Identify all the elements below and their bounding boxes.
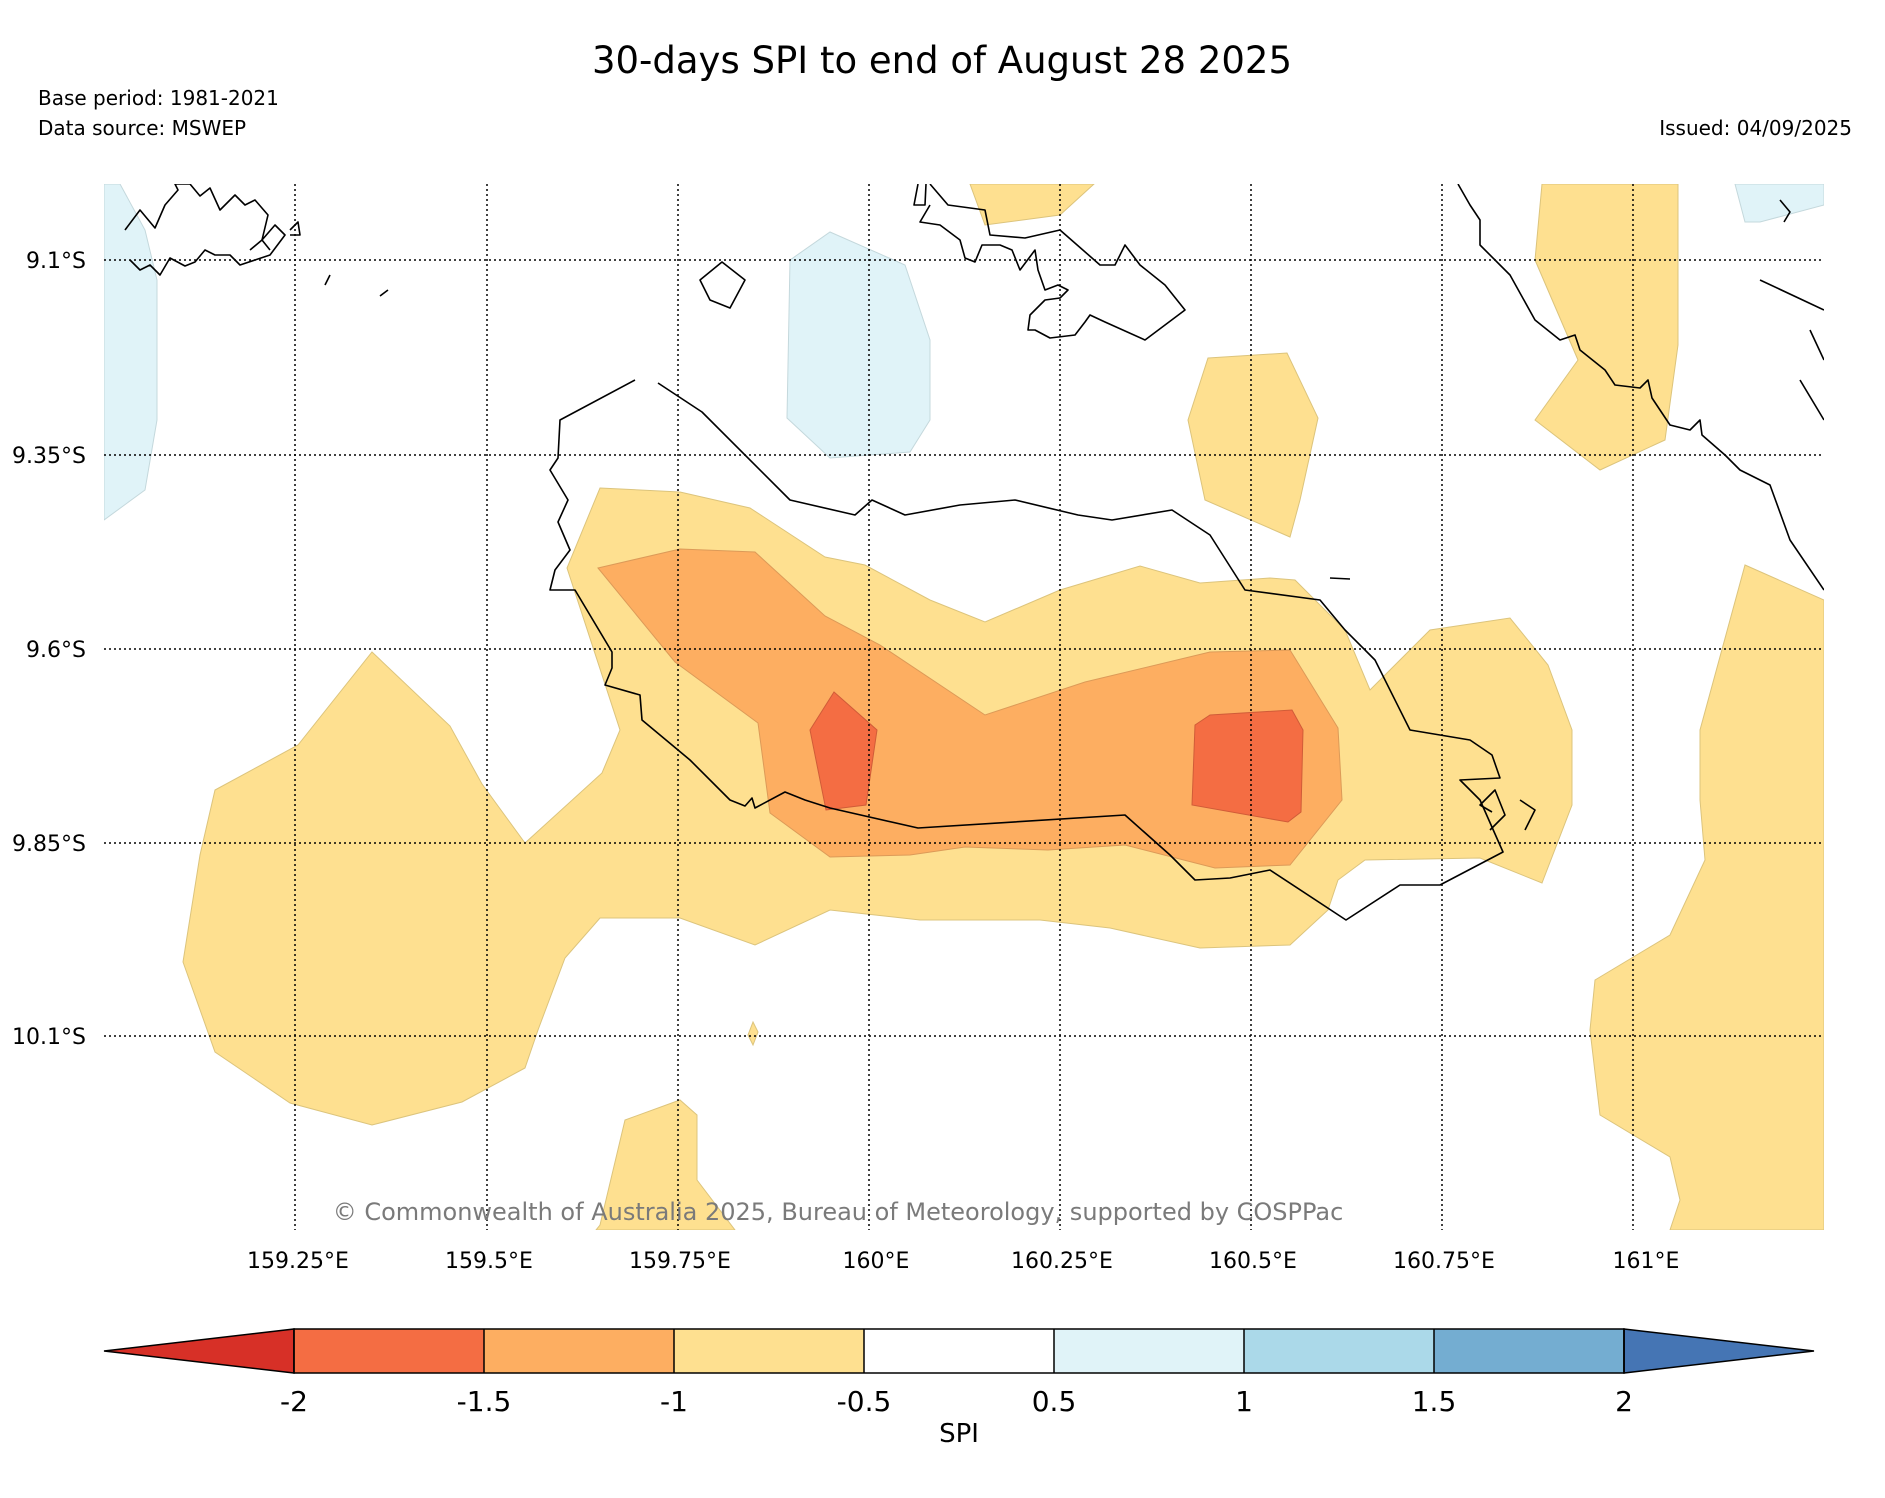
colorbar-tick: 1 xyxy=(1235,1385,1253,1418)
lat-label-9-1: 9.1°S xyxy=(26,249,86,274)
islet-i xyxy=(913,184,927,206)
spi-moderately-dry-fill xyxy=(597,548,1343,869)
colorbar-bin-7 xyxy=(1434,1329,1624,1373)
colorbar-tick: -2 xyxy=(280,1385,308,1418)
data-source-label: Data source: MSWEP xyxy=(38,116,246,140)
copyright-notice: © Commonwealth of Australia 2025, Bureau… xyxy=(333,1198,1344,1226)
wet-area-northeast xyxy=(1734,184,1824,223)
dry-area-east xyxy=(1589,564,1824,1230)
islet-e xyxy=(324,274,331,286)
lat-label-9-35: 9.35°S xyxy=(12,444,86,469)
base-period-label: Base period: 1981-2021 xyxy=(38,86,279,110)
coastline-guadalcanal xyxy=(549,379,1504,921)
islet-h xyxy=(1519,799,1536,831)
lon-label-160-75: 160.75°E xyxy=(1393,1249,1495,1274)
longitude-labels: 159.25°E 159.5°E 159.75°E 160°E 160.25°E… xyxy=(247,1249,1679,1274)
coastline-ngella xyxy=(919,184,1186,341)
lon-label-159-75: 159.75°E xyxy=(629,1249,731,1274)
colorbar: -2 -1.5 -1 -0.5 0.5 1 1.5 2 SPI xyxy=(103,1328,1815,1449)
islet-k xyxy=(1759,279,1824,311)
colorbar-tick: 2 xyxy=(1615,1385,1633,1418)
colorbar-tick: -1.5 xyxy=(457,1385,512,1418)
islet-l xyxy=(1799,379,1824,421)
dry-area-south xyxy=(595,1099,736,1230)
lon-label-160-25: 160.25°E xyxy=(1011,1249,1113,1274)
wet-area-central xyxy=(786,231,931,459)
lon-label-160: 160°E xyxy=(843,1249,910,1274)
islet-m xyxy=(1809,329,1824,361)
colorbar-bin-4 xyxy=(864,1329,1054,1373)
colorbar-extend-high xyxy=(1623,1328,1815,1374)
colorbar-ticks: -2 -1.5 -1 -0.5 0.5 1 1.5 2 xyxy=(280,1385,1633,1418)
lon-label-160-5: 160.5°E xyxy=(1209,1249,1297,1274)
lon-label-159-25: 159.25°E xyxy=(247,1249,349,1274)
lat-label-9-6: 9.6°S xyxy=(26,638,86,663)
severe-dry-east xyxy=(1191,709,1304,823)
spi-severely-dry-fills xyxy=(809,691,1304,823)
islet-g xyxy=(1479,789,1506,831)
dry-area-northeast xyxy=(1534,184,1679,471)
colorbar-bin-1 xyxy=(294,1329,484,1373)
coastlines xyxy=(124,184,1824,921)
map-area: © Commonwealth of Australia 2025, Bureau… xyxy=(104,184,1824,1230)
colorbar-bin-2 xyxy=(484,1329,674,1373)
colorbar-bin-3 xyxy=(674,1329,864,1373)
coastline-malaita xyxy=(1457,184,1824,591)
graticule xyxy=(104,184,1824,1230)
latitude-labels: 9.1°S 9.35°S 9.6°S 9.85°S 10.1°S xyxy=(12,249,86,1050)
colorbar-bin-6 xyxy=(1244,1329,1434,1373)
lon-label-159-5: 159.5°E xyxy=(445,1249,533,1274)
severe-dry-west xyxy=(809,691,878,811)
colorbar-bin-5 xyxy=(1054,1329,1244,1373)
lat-label-9-85: 9.85°S xyxy=(12,832,86,857)
dry-area-speck xyxy=(747,1020,759,1047)
islet-d xyxy=(379,289,389,297)
colorbar-tick: 1.5 xyxy=(1412,1385,1457,1418)
lon-label-161: 161°E xyxy=(1613,1249,1680,1274)
lat-label-10-1: 10.1°S xyxy=(12,1025,86,1050)
colorbar-extend-low xyxy=(103,1328,295,1374)
islet-f xyxy=(1329,577,1351,580)
islet-a xyxy=(699,261,746,309)
dry-area-north-b xyxy=(1187,352,1319,538)
islet-c xyxy=(249,239,271,251)
islet-j xyxy=(1779,199,1791,223)
colorbar-outline xyxy=(293,1328,1625,1374)
colorbar-tick: -0.5 xyxy=(837,1385,892,1418)
map-title: 30-days SPI to end of August 28 2025 xyxy=(592,39,1292,82)
colorbar-label: SPI xyxy=(939,1419,979,1449)
colorbar-tick: 0.5 xyxy=(1032,1385,1077,1418)
colorbar-tick: -1 xyxy=(660,1385,688,1418)
issued-date-label: Issued: 04/09/2025 xyxy=(1659,116,1852,140)
